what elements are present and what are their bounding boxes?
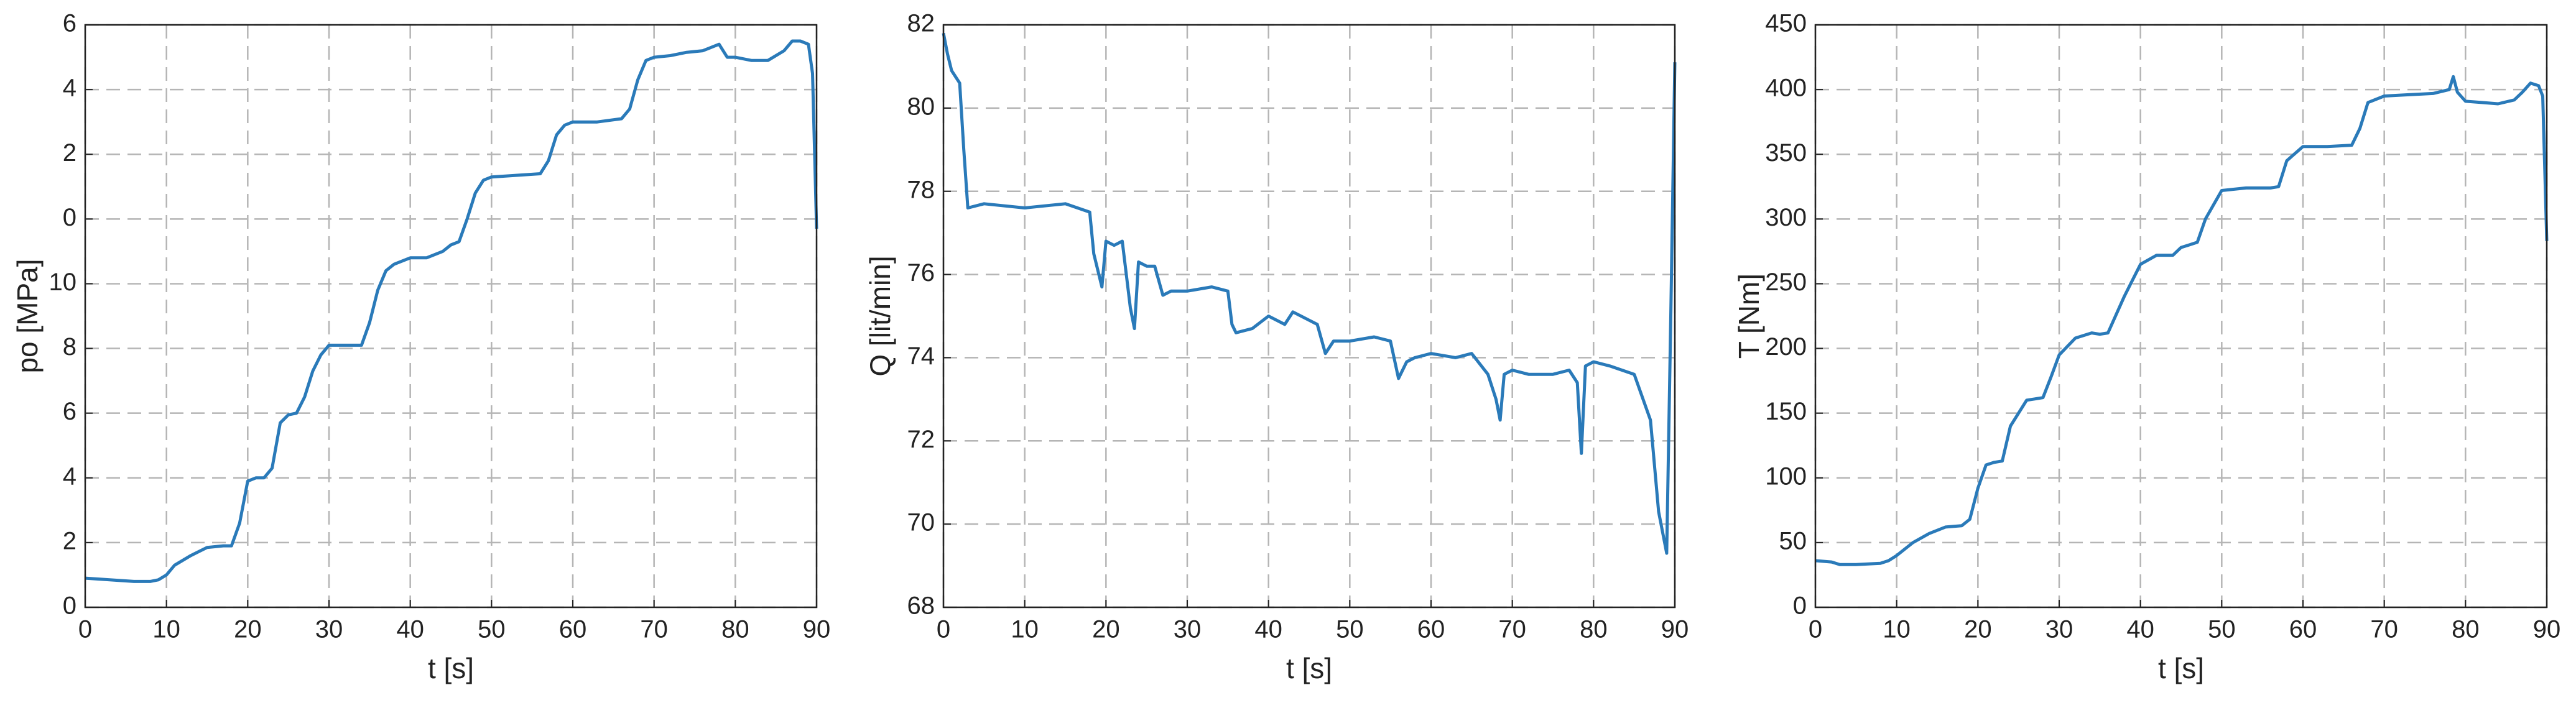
x-tick-label: 70 <box>640 616 668 643</box>
y-tick-label: 78 <box>907 176 935 203</box>
y-tick-label: 150 <box>1765 398 1807 425</box>
y-axis-title: T [Nm] <box>1733 274 1765 359</box>
x-tick-label: 0 <box>78 616 92 643</box>
x-tick-label: 40 <box>2126 616 2154 643</box>
x-tick-label: 10 <box>1883 616 1911 643</box>
y-tick-label: 2 <box>63 139 76 167</box>
x-tick-label: 60 <box>2289 616 2317 643</box>
x-tick-label: 90 <box>2533 616 2561 643</box>
y-tick-label: 80 <box>907 93 935 120</box>
x-tick-label: 90 <box>803 616 831 643</box>
y-tick-label: 72 <box>907 426 935 453</box>
x-axis-title: t [s] <box>2158 652 2204 684</box>
x-tick-label: 20 <box>1092 616 1120 643</box>
y-tick-label: 2 <box>63 527 76 554</box>
y-axis-title: Q [lit/min] <box>864 255 896 376</box>
data-line <box>942 32 1677 555</box>
x-tick-label: 80 <box>1580 616 1608 643</box>
data-line <box>1815 75 2549 566</box>
x-tick-label: 80 <box>2452 616 2480 643</box>
plot-area <box>943 25 1675 607</box>
y-tick-label: 350 <box>1765 139 1807 167</box>
x-tick-label: 0 <box>937 616 950 643</box>
data-line <box>85 39 818 583</box>
axes-box <box>1814 24 2548 609</box>
y-tick-label: 100 <box>1765 462 1807 490</box>
y-tick-label: 6 <box>63 10 76 37</box>
y-tick-label: 450 <box>1765 10 1807 37</box>
y-tick-label: 8 <box>63 333 76 361</box>
y-tick-label: 300 <box>1765 204 1807 231</box>
x-tick-label: 70 <box>2370 616 2398 643</box>
plot-area <box>1815 25 2547 607</box>
y-tick-label: 82 <box>907 10 935 37</box>
x-tick-label: 40 <box>1254 616 1282 643</box>
x-tick-label: 10 <box>152 616 180 643</box>
y-tick-label: 70 <box>907 509 935 536</box>
y-tick-label: 10 <box>49 269 77 296</box>
x-tick-label: 30 <box>1174 616 1202 643</box>
y-tick-label: 400 <box>1765 75 1807 102</box>
y-tick-label: 0 <box>63 592 76 620</box>
y-tick-label: 0 <box>1793 592 1807 620</box>
x-tick-label: 60 <box>1417 616 1445 643</box>
x-tick-label: 80 <box>721 616 749 643</box>
x-tick-label: 30 <box>2046 616 2073 643</box>
x-tick-label: 70 <box>1498 616 1526 643</box>
y-tick-label: 76 <box>907 259 935 287</box>
y-tick-label: 68 <box>907 592 935 620</box>
x-tick-label: 30 <box>315 616 343 643</box>
x-tick-label: 0 <box>1809 616 1822 643</box>
x-tick-label: 60 <box>559 616 587 643</box>
plot-area <box>85 25 817 607</box>
y-axis-title: po [MPa] <box>11 259 44 373</box>
y-tick-label: 6 <box>63 398 76 425</box>
x-tick-label: 50 <box>2208 616 2236 643</box>
y-tick-label: 4 <box>63 75 76 102</box>
axes-box <box>942 24 1676 609</box>
x-axis-title: t [s] <box>1286 652 1332 684</box>
x-tick-label: 50 <box>478 616 506 643</box>
y-tick-label: 0 <box>63 204 76 231</box>
x-tick-label: 40 <box>396 616 424 643</box>
y-tick-label: 50 <box>1779 527 1807 554</box>
y-tick-label: 74 <box>907 343 935 370</box>
x-axis-title: t [s] <box>428 652 474 684</box>
y-tick-label: 4 <box>63 462 76 490</box>
x-tick-label: 10 <box>1011 616 1039 643</box>
x-tick-label: 50 <box>1336 616 1364 643</box>
y-tick-label: 250 <box>1765 269 1807 296</box>
x-tick-label: 90 <box>1661 616 1689 643</box>
y-tick-label: 200 <box>1765 333 1807 361</box>
x-tick-label: 20 <box>234 616 262 643</box>
x-tick-label: 20 <box>1964 616 1992 643</box>
axes-box <box>84 24 818 609</box>
